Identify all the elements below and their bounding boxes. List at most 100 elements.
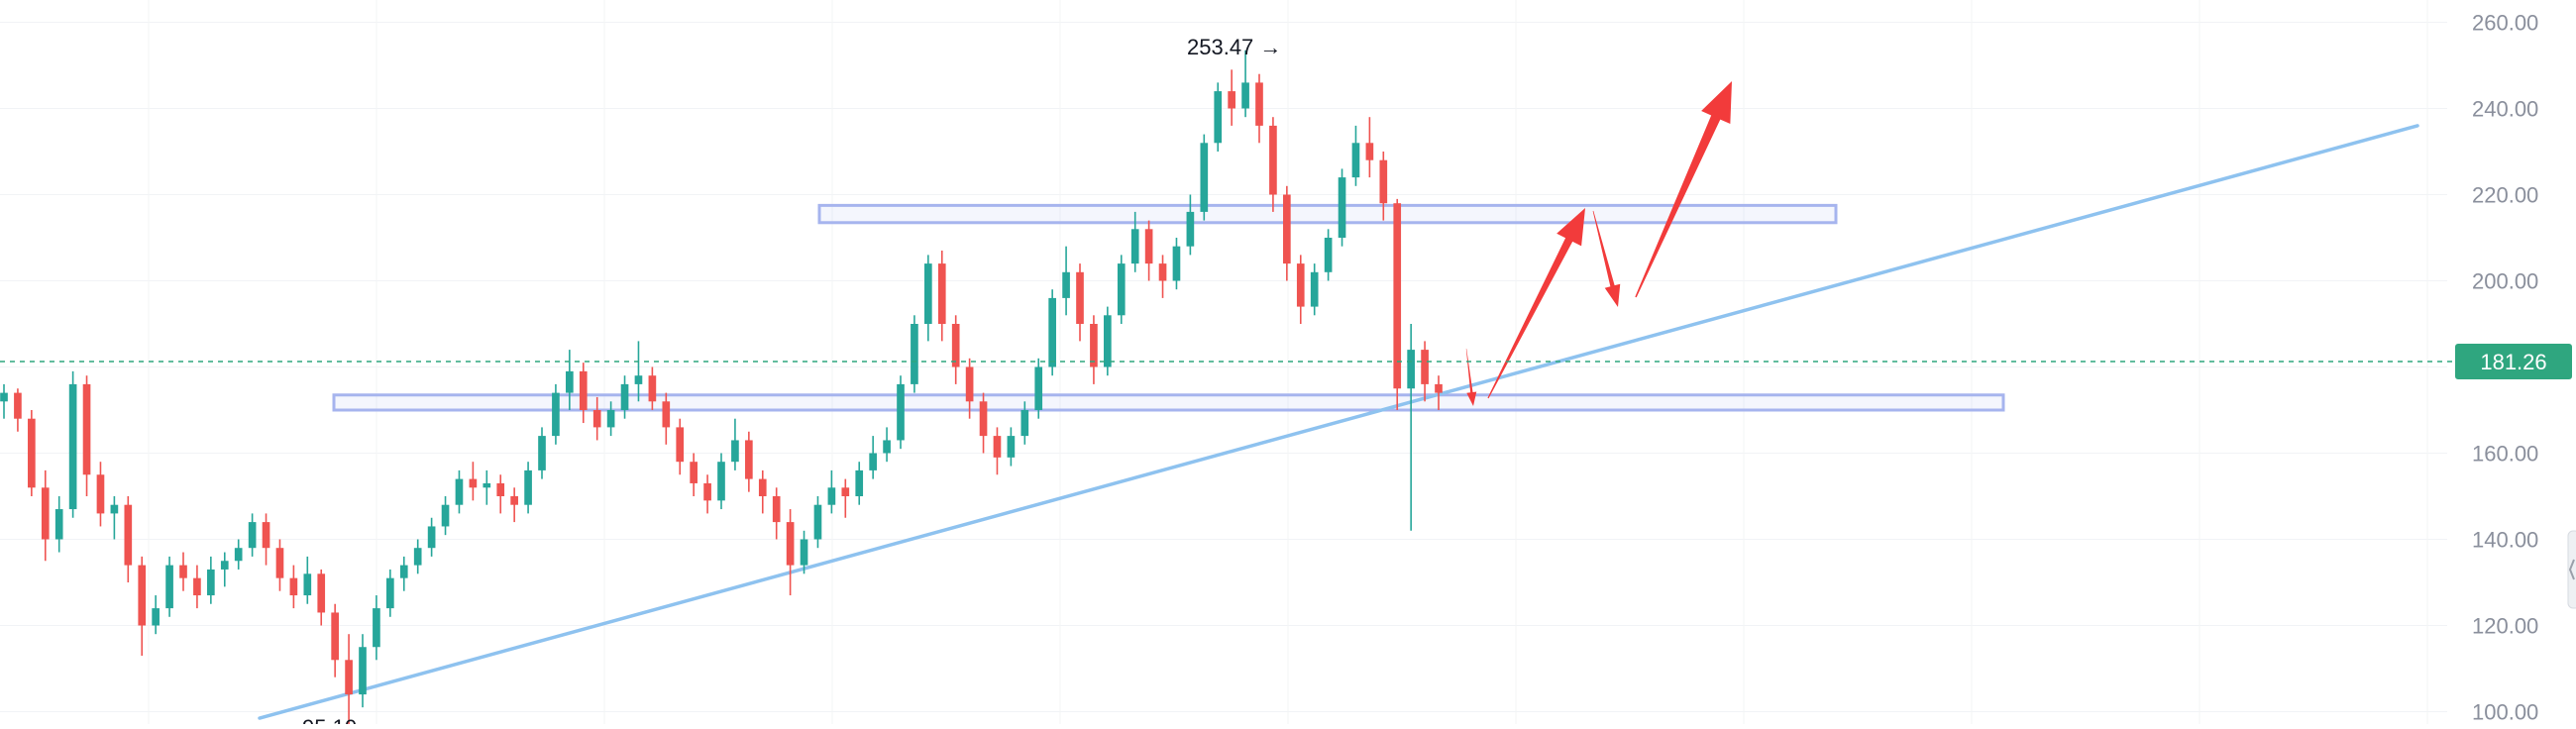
candle-body <box>993 436 1002 458</box>
candle-body <box>634 375 643 384</box>
y-axis[interactable]: 100.00120.00140.00160.00180.00200.00220.… <box>2472 11 2538 725</box>
candle <box>731 418 739 470</box>
candle <box>110 496 119 540</box>
candle-body <box>1158 263 1167 281</box>
candle-body <box>1407 350 1415 389</box>
candle <box>1144 220 1153 281</box>
candle-body <box>524 469 532 505</box>
candle <box>813 496 822 549</box>
candle <box>1090 315 1098 384</box>
candle <box>937 251 946 342</box>
candle-body <box>248 522 257 549</box>
candle-body <box>1228 91 1235 109</box>
candle-body <box>1172 246 1181 281</box>
candle <box>413 539 422 574</box>
candle-body <box>552 392 560 437</box>
candle <box>1351 125 1360 186</box>
candle <box>262 513 270 566</box>
y-axis-tick-label: 140.00 <box>2472 528 2538 553</box>
candle <box>745 431 753 492</box>
candle-body <box>965 366 974 402</box>
candle-body <box>441 504 450 527</box>
candle <box>924 255 932 342</box>
candle <box>469 462 478 501</box>
candle <box>1296 255 1305 324</box>
candle <box>82 375 91 496</box>
candle-body <box>606 410 615 428</box>
candle <box>1214 82 1223 152</box>
candle-body <box>345 660 353 695</box>
candle-body <box>331 612 339 661</box>
candle <box>1407 324 1415 531</box>
candle <box>441 496 450 536</box>
candle <box>28 410 36 496</box>
candle <box>538 427 546 479</box>
scale-drag-handle[interactable] <box>2567 530 2576 609</box>
candle <box>869 436 877 479</box>
last-price-badge[interactable]: 181.26 <box>2455 344 2572 380</box>
candle <box>317 569 326 626</box>
y-axis-tick-label: 160.00 <box>2472 442 2538 467</box>
candle-body <box>951 324 960 367</box>
candle-body <box>386 577 394 609</box>
candle <box>427 517 436 557</box>
candle-body <box>1144 229 1153 264</box>
candle <box>455 469 464 514</box>
candle-body <box>1241 82 1249 109</box>
candle <box>1338 168 1346 247</box>
candle-body <box>289 577 298 596</box>
candle <box>620 375 629 419</box>
candle <box>68 370 77 518</box>
candle-body <box>1104 315 1112 367</box>
candle-body <box>0 392 8 402</box>
candle-body <box>897 383 905 441</box>
low-price-label: 95.10 <box>302 715 357 724</box>
candle-body <box>592 410 601 428</box>
candle <box>1241 50 1249 118</box>
candle-body <box>731 440 739 463</box>
candle-body <box>399 565 408 578</box>
candle <box>373 595 380 661</box>
candle-body <box>427 526 436 549</box>
candle-body <box>1214 91 1223 144</box>
candle <box>1200 134 1209 221</box>
candle <box>483 469 491 505</box>
candle <box>1062 246 1070 316</box>
candle <box>1130 211 1139 272</box>
candle <box>510 487 518 523</box>
candle <box>248 513 257 557</box>
candle-body <box>1338 177 1346 238</box>
candle-body <box>937 263 946 324</box>
candle-body <box>207 569 215 596</box>
candle-body <box>469 478 478 488</box>
candle-body <box>662 401 671 428</box>
candle-body <box>1048 297 1056 367</box>
candle <box>1255 73 1263 144</box>
candle <box>855 462 864 505</box>
candle-body <box>883 440 891 454</box>
candle <box>359 634 367 708</box>
candle <box>138 556 147 656</box>
candle <box>911 315 918 393</box>
candle <box>1393 198 1402 410</box>
candle <box>289 565 298 609</box>
candle <box>703 474 711 514</box>
candle <box>634 341 643 402</box>
candle-body <box>262 522 270 549</box>
candle-body <box>1283 194 1291 264</box>
candle <box>1228 69 1235 126</box>
candle <box>1104 306 1112 376</box>
candle-body <box>648 375 657 402</box>
candle <box>552 383 560 445</box>
candle <box>275 539 284 591</box>
support-zone <box>332 393 2005 412</box>
candle <box>41 469 50 562</box>
candle-body <box>841 487 850 496</box>
candle-body <box>1186 211 1195 247</box>
candle <box>1172 238 1181 290</box>
candle-body <box>68 383 77 510</box>
candle-body <box>869 453 877 470</box>
candle-body <box>1310 271 1319 307</box>
